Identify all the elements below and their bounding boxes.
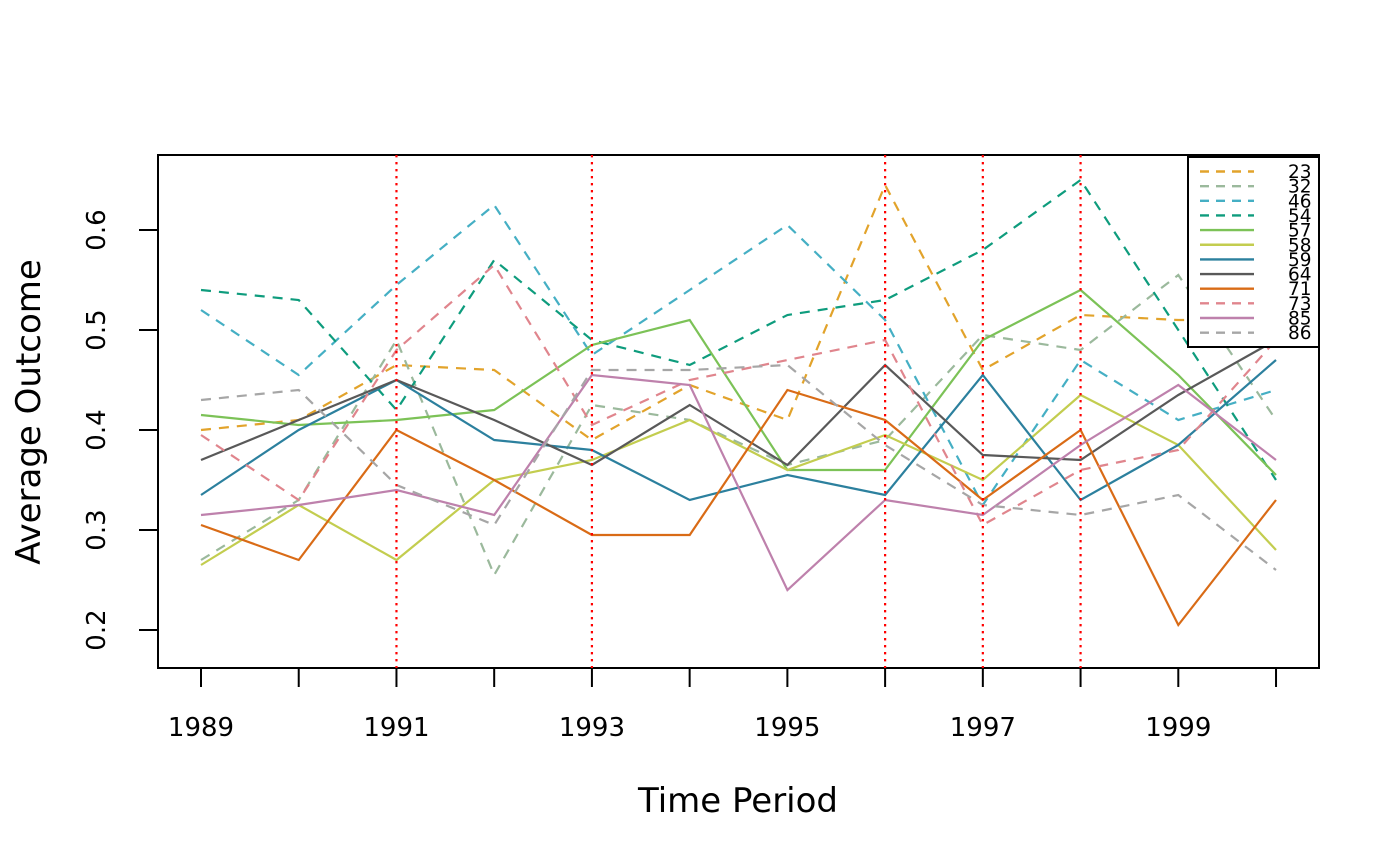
legend-label-71: 71: [1288, 279, 1312, 300]
x-tick-label: 1999: [1145, 713, 1211, 743]
y-tick-label: 0.5: [82, 309, 112, 350]
x-tick-label: 1995: [754, 713, 820, 743]
series-line-46: [200, 203, 1277, 508]
legend-label-73: 73: [1288, 294, 1312, 315]
legend-label-85: 85: [1288, 309, 1312, 330]
x-axis-title: Time Period: [637, 781, 838, 821]
legend-label-54: 54: [1288, 206, 1312, 227]
plot-frame: [157, 154, 1320, 669]
y-tick-label: 0.3: [82, 509, 112, 550]
plot-generated-content: 1989 1991 1993 1995 1997 1999 0.2 0.3 0.4 0.5 0.6 2…: [82, 154, 1320, 743]
y-tick-label: 0.4: [82, 409, 112, 450]
x-tick-label: 1989: [168, 713, 234, 743]
legend-label-46: 46: [1288, 191, 1312, 212]
series-line-86: [200, 363, 1277, 571]
y-tick-label: 0.2: [82, 609, 112, 650]
legend-label-58: 58: [1288, 235, 1312, 256]
series-line-85: [200, 373, 1277, 592]
legend-box: [1187, 156, 1320, 348]
legend-label-64: 64: [1288, 265, 1312, 286]
y-tick-label: 0.6: [82, 209, 112, 250]
series-line-64: [200, 339, 1277, 467]
legend-label-23: 23: [1288, 162, 1312, 183]
legend-label-32: 32: [1288, 177, 1312, 198]
x-tick-label: 1997: [950, 713, 1016, 743]
x-tick-label: 1991: [363, 713, 429, 743]
x-tick-label: 1993: [559, 713, 625, 743]
series-line-32: [200, 273, 1277, 578]
y-axis-title: Average Outcome: [9, 259, 49, 565]
series-line-57: [200, 288, 1277, 476]
legend-label-59: 59: [1288, 250, 1312, 271]
series-line-71: [200, 388, 1277, 628]
legend-label-57: 57: [1288, 221, 1312, 242]
legend-label-86: 86: [1288, 323, 1312, 344]
series-line-58: [200, 393, 1277, 566]
series-line-54: [200, 178, 1277, 481]
